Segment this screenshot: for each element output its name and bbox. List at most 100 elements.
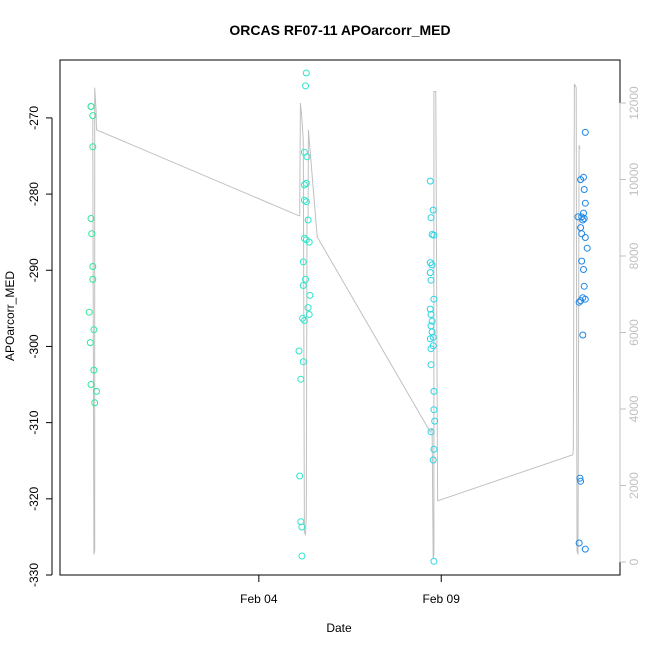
data-point-series-2-13: [299, 258, 307, 266]
data-point-series-1-12: [90, 366, 98, 374]
data-point-series-2-5: [302, 179, 310, 187]
data-point-series-2-26: [298, 523, 306, 531]
data-point-series-3-1: [426, 177, 434, 185]
data-point-series-4-1: [581, 128, 589, 136]
y2-tick-label: 8000: [627, 242, 641, 269]
data-point-series-4-14: [583, 244, 591, 252]
data-point-series-1-4: [89, 143, 97, 151]
y-tick-label: -300: [27, 334, 41, 358]
data-point-series-2-20: [300, 317, 308, 324]
data-point-series-2-2: [302, 82, 309, 90]
data-point-series-3-25: [430, 445, 438, 453]
data-point-series-2-14: [302, 275, 309, 283]
y-tick-label: -270: [27, 106, 41, 130]
data-point-series-4-26: [581, 545, 589, 553]
data-point-series-3-22: [430, 406, 438, 414]
data-point-series-2-24: [296, 472, 304, 480]
y2-tick-label: 12000: [627, 86, 641, 120]
data-point-series-2-16: [306, 291, 314, 299]
y-tick-label: -330: [27, 563, 41, 587]
y2-tick-label: 6000: [627, 319, 641, 346]
data-point-series-2-18: [305, 311, 313, 318]
data-point-series-3-13: [428, 317, 436, 325]
data-point-series-3-20: [427, 361, 435, 369]
data-point-series-1-5: [87, 215, 95, 222]
data-point-series-1-9: [85, 308, 93, 316]
data-point-series-1-15: [91, 399, 99, 407]
x-tick-label: Feb 04: [240, 592, 278, 606]
points-layer: [85, 69, 591, 565]
data-point-series-4-7: [574, 213, 582, 221]
y2-tick-label: 2000: [627, 472, 641, 499]
data-point-series-4-10: [579, 216, 587, 224]
data-point-series-1-2: [87, 103, 95, 110]
chart-title: ORCAS RF07-11 APOarcorr_MED: [229, 22, 450, 38]
data-point-series-2-8: [302, 198, 310, 206]
data-point-series-2-4: [303, 153, 311, 161]
data-point-series-1-6: [88, 230, 96, 238]
y2-tick-label: 4000: [627, 395, 641, 422]
data-point-series-4-20: [577, 297, 585, 305]
data-point-series-2-22: [299, 358, 307, 366]
plot-frame: [59, 59, 621, 576]
data-point-series-2-17: [304, 304, 312, 312]
data-point-series-1-10: [86, 339, 94, 347]
y-tick-label: -290: [27, 258, 41, 282]
data-point-series-2-10: [300, 234, 308, 242]
data-point-series-4-4: [580, 186, 588, 193]
data-point-series-4-16: [580, 266, 587, 273]
data-point-series-3-15: [428, 328, 436, 336]
axes-layer: -330 -320 -310 -300 -290 -280 -270 0 2000 4000 600…: [27, 86, 641, 606]
data-point-series-3-5: [430, 231, 438, 239]
data-point-series-4-6: [580, 209, 587, 217]
data-point-series-4-22: [579, 331, 587, 339]
y-axis-label: APOarcorr_MED: [3, 271, 17, 361]
data-point-series-4-24: [577, 477, 585, 485]
data-point-series-1-13: [87, 381, 95, 388]
data-point-series-3-21: [430, 387, 438, 395]
altitude-layer: [92, 83, 581, 559]
altitude-line: [92, 83, 581, 559]
data-point-series-3-26: [429, 456, 437, 464]
data-point-series-2-12: [305, 238, 313, 246]
data-point-series-3-23: [431, 417, 439, 425]
data-point-series-3-24: [427, 428, 435, 436]
data-point-series-3-17: [429, 333, 437, 341]
data-point-series-3-3: [427, 214, 435, 222]
data-point-series-2-7: [300, 196, 308, 204]
x-axis-label: Date: [326, 621, 352, 635]
data-point-series-3-27: [430, 557, 438, 565]
data-point-series-4-25: [575, 539, 583, 547]
data-point-series-1-7: [89, 263, 97, 270]
data-point-series-4-5: [581, 199, 589, 207]
data-point-series-1-3: [89, 112, 97, 120]
data-point-series-3-10: [430, 295, 438, 303]
data-point-series-2-6: [300, 181, 308, 189]
data-point-series-3-2: [429, 206, 437, 214]
x-tick-label: Feb 09: [423, 592, 461, 606]
data-point-series-4-13: [581, 234, 589, 241]
data-point-series-2-25: [297, 518, 305, 526]
y2-tick-label: 0: [627, 558, 641, 565]
data-point-series-3-19: [429, 342, 437, 350]
data-point-series-4-3: [577, 176, 585, 184]
data-point-series-2-1: [302, 69, 310, 77]
data-point-series-3-9: [427, 276, 435, 284]
data-point-series-2-21: [295, 347, 303, 355]
data-point-series-3-8: [426, 269, 434, 277]
data-point-series-4-23: [576, 474, 584, 482]
data-point-series-2-19: [299, 314, 307, 322]
data-point-series-2-27: [298, 552, 306, 560]
y2-tick-label: 10000: [627, 162, 641, 196]
data-point-series-4-15: [578, 257, 586, 265]
data-point-series-3-12: [427, 311, 435, 318]
data-point-series-4-21: [575, 298, 583, 306]
y-tick-label: -280: [27, 182, 41, 206]
y-tick-label: -320: [27, 486, 41, 510]
data-point-series-2-9: [304, 216, 312, 224]
data-point-series-4-9: [580, 215, 588, 222]
data-point-series-2-15: [299, 282, 307, 289]
data-point-series-4-12: [578, 230, 586, 238]
data-point-series-1-11: [90, 326, 98, 334]
